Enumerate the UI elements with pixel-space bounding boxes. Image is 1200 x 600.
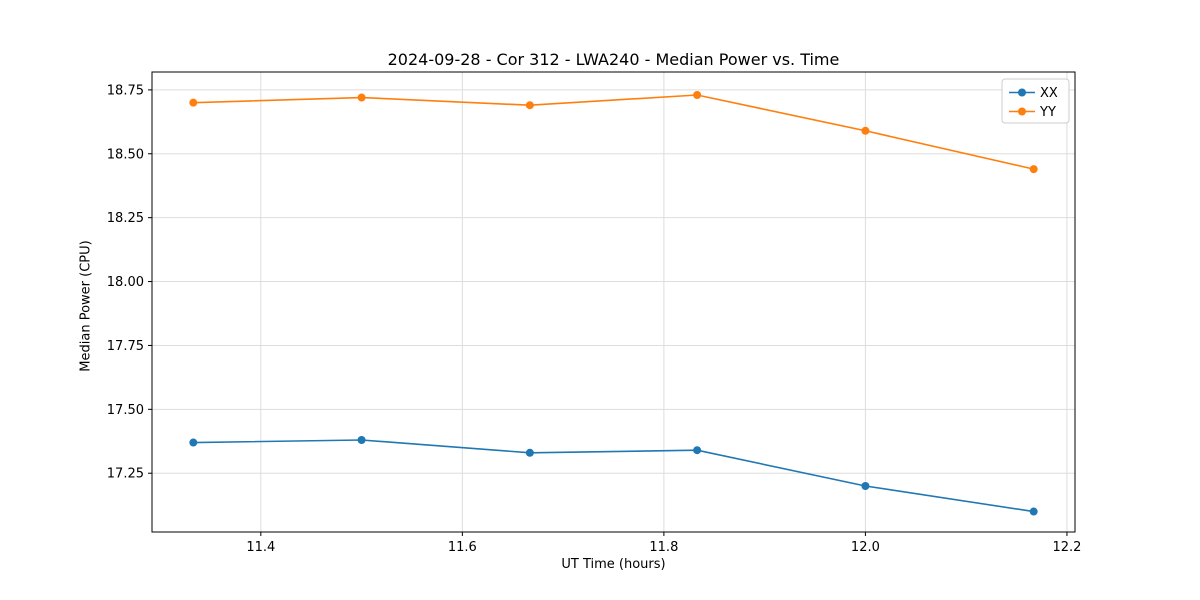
- data-point-xx: [693, 446, 702, 455]
- x-tick-label: 11.6: [448, 540, 477, 555]
- x-tick-label: 11.8: [649, 540, 678, 555]
- legend-marker-yy: [1018, 107, 1026, 116]
- x-tick-label: 11.4: [246, 540, 275, 555]
- x-tick-label: 12.2: [1052, 540, 1081, 555]
- y-tick-label: 18.75: [107, 83, 144, 98]
- y-tick-label: 17.75: [107, 339, 144, 354]
- axes-spines: [151, 71, 1076, 533]
- data-point-yy: [357, 93, 366, 102]
- data-point-xx: [1029, 507, 1038, 516]
- data-point-xx: [357, 436, 366, 444]
- data-point-xx: [189, 438, 198, 447]
- legend-label-xx: XX: [1040, 86, 1058, 101]
- data-point-yy: [693, 91, 702, 99]
- y-tick-label: 17.50: [107, 403, 144, 418]
- x-tick-label: 12.0: [851, 540, 880, 555]
- series-line-yy: [193, 94, 1034, 170]
- data-point-xx: [861, 482, 870, 490]
- legend-box: [1001, 78, 1070, 124]
- legend-label-yy: YY: [1039, 105, 1056, 120]
- data-point-yy: [525, 101, 534, 110]
- data-point-yy: [189, 98, 198, 107]
- y-tick-label: 18.00: [107, 275, 144, 290]
- chart-title: 2024-09-28 - Cor 312 - LWA240 - Median P…: [387, 50, 840, 69]
- y-tick-label: 18.25: [107, 211, 144, 226]
- y-tick-label: 17.25: [107, 467, 144, 482]
- series-line-xx: [193, 439, 1034, 513]
- x-axis-label: UT Time (hours): [561, 557, 666, 572]
- legend-marker-xx: [1018, 88, 1026, 97]
- y-tick-label: 18.50: [107, 147, 144, 162]
- data-point-xx: [525, 448, 534, 457]
- data-point-yy: [861, 126, 870, 135]
- data-point-yy: [1029, 165, 1038, 174]
